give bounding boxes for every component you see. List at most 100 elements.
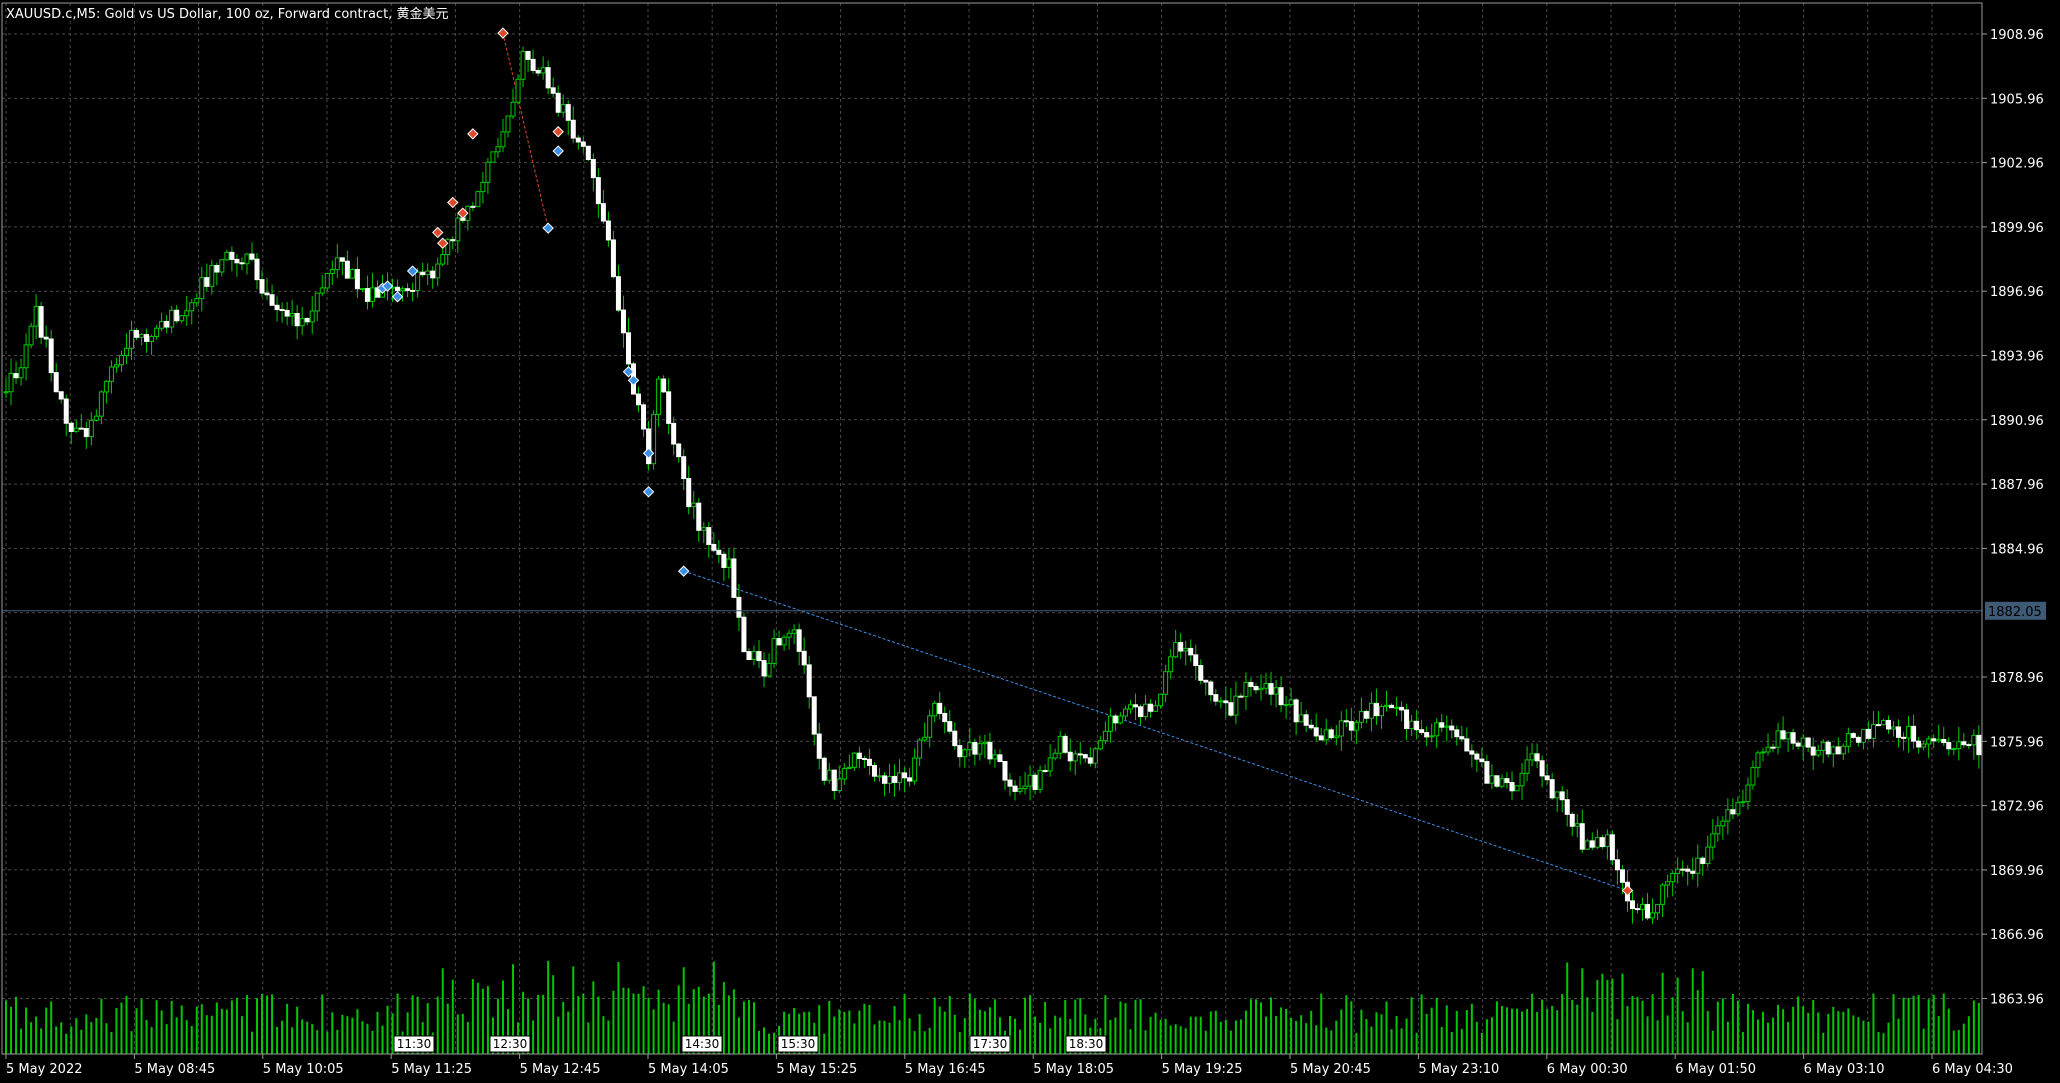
candle[interactable] bbox=[1886, 715, 1891, 734]
candle[interactable] bbox=[1148, 698, 1154, 718]
candle[interactable] bbox=[1896, 719, 1902, 748]
candle[interactable] bbox=[836, 765, 842, 794]
candle[interactable] bbox=[274, 296, 280, 322]
candle[interactable] bbox=[1690, 857, 1696, 880]
candle[interactable] bbox=[651, 410, 657, 470]
candle[interactable] bbox=[329, 260, 335, 286]
candle[interactable] bbox=[1976, 725, 1982, 769]
candle[interactable] bbox=[1082, 753, 1088, 763]
candle[interactable] bbox=[1549, 772, 1555, 800]
candle[interactable] bbox=[1323, 718, 1329, 745]
buy-marker[interactable] bbox=[622, 366, 635, 378]
sell-marker[interactable] bbox=[432, 226, 444, 239]
candle[interactable] bbox=[706, 522, 712, 558]
candle[interactable] bbox=[98, 390, 104, 425]
candle[interactable] bbox=[1966, 742, 1972, 750]
candle[interactable] bbox=[1363, 709, 1369, 724]
candle[interactable] bbox=[882, 771, 887, 797]
candle[interactable] bbox=[1273, 679, 1279, 708]
candle[interactable] bbox=[560, 94, 566, 118]
candle[interactable] bbox=[1569, 812, 1575, 836]
candle[interactable] bbox=[766, 653, 772, 678]
candle[interactable] bbox=[1248, 677, 1254, 697]
candle[interactable] bbox=[600, 189, 606, 224]
candle[interactable] bbox=[1032, 772, 1038, 795]
candle[interactable] bbox=[907, 767, 913, 787]
candle[interactable] bbox=[1002, 760, 1008, 791]
buy-marker[interactable] bbox=[642, 447, 655, 459]
candle[interactable] bbox=[63, 394, 69, 436]
candle[interactable] bbox=[284, 301, 290, 326]
candle[interactable] bbox=[565, 100, 571, 135]
candle[interactable] bbox=[204, 263, 210, 292]
candle[interactable] bbox=[1911, 714, 1917, 749]
candle[interactable] bbox=[58, 391, 64, 404]
candle[interactable] bbox=[324, 272, 330, 292]
candle[interactable] bbox=[3, 378, 9, 399]
candle[interactable] bbox=[1961, 733, 1967, 748]
sell-marker[interactable] bbox=[457, 207, 469, 219]
candle[interactable] bbox=[701, 522, 707, 544]
candle[interactable] bbox=[786, 629, 792, 650]
candle[interactable] bbox=[1198, 659, 1204, 685]
candle[interactable] bbox=[912, 748, 918, 785]
candle[interactable] bbox=[1956, 727, 1962, 761]
candle[interactable] bbox=[1534, 743, 1540, 769]
candle[interactable] bbox=[1835, 737, 1841, 755]
candle[interactable] bbox=[1404, 703, 1410, 741]
candle[interactable] bbox=[580, 136, 586, 153]
candle[interactable] bbox=[746, 648, 752, 660]
candle[interactable] bbox=[445, 237, 451, 266]
candle[interactable] bbox=[721, 551, 727, 582]
candle[interactable] bbox=[540, 56, 546, 80]
candle[interactable] bbox=[595, 168, 601, 218]
candle[interactable] bbox=[1479, 747, 1485, 767]
candle[interactable] bbox=[1077, 741, 1083, 765]
candle[interactable] bbox=[661, 375, 667, 394]
candle[interactable] bbox=[1469, 744, 1475, 768]
candle[interactable] bbox=[1258, 674, 1264, 701]
candle[interactable] bbox=[420, 262, 426, 277]
candle[interactable] bbox=[1916, 736, 1922, 754]
candle[interactable] bbox=[1263, 672, 1269, 695]
candle[interactable] bbox=[279, 302, 285, 323]
candle[interactable] bbox=[731, 547, 737, 599]
candle[interactable] bbox=[1288, 688, 1294, 707]
candle[interactable] bbox=[53, 363, 59, 393]
candle[interactable] bbox=[1529, 743, 1535, 767]
candle[interactable] bbox=[1780, 716, 1786, 741]
candle[interactable] bbox=[349, 268, 355, 279]
candle[interactable] bbox=[1072, 750, 1078, 776]
candle[interactable] bbox=[1710, 819, 1716, 860]
candle[interactable] bbox=[1112, 713, 1118, 732]
candle[interactable] bbox=[887, 763, 893, 793]
candle[interactable] bbox=[1670, 870, 1676, 897]
candle[interactable] bbox=[495, 137, 501, 158]
candle[interactable] bbox=[239, 257, 245, 271]
candle[interactable] bbox=[821, 756, 827, 786]
candle[interactable] bbox=[1504, 772, 1510, 789]
candle[interactable] bbox=[1901, 732, 1907, 751]
buy-marker[interactable] bbox=[677, 565, 690, 577]
candle[interactable] bbox=[1695, 844, 1701, 887]
candle[interactable] bbox=[1519, 763, 1525, 800]
candle[interactable] bbox=[1860, 728, 1866, 750]
buy-marker[interactable] bbox=[642, 486, 655, 498]
candle[interactable] bbox=[756, 640, 762, 669]
candle[interactable] bbox=[209, 259, 215, 295]
candle[interactable] bbox=[751, 645, 757, 666]
candle[interactable] bbox=[1775, 722, 1781, 755]
candle[interactable] bbox=[1353, 720, 1359, 745]
candle[interactable] bbox=[1213, 688, 1219, 706]
candle[interactable] bbox=[304, 317, 310, 326]
candle[interactable] bbox=[1619, 865, 1625, 894]
candle[interactable] bbox=[1042, 764, 1048, 773]
candle[interactable] bbox=[430, 266, 436, 289]
candle[interactable] bbox=[1680, 860, 1686, 877]
candle[interactable] bbox=[405, 283, 411, 298]
candle[interactable] bbox=[1097, 735, 1103, 751]
candle[interactable] bbox=[1474, 751, 1480, 772]
candle[interactable] bbox=[1102, 721, 1108, 745]
candle[interactable] bbox=[796, 623, 802, 666]
candle[interactable] bbox=[1419, 719, 1425, 735]
